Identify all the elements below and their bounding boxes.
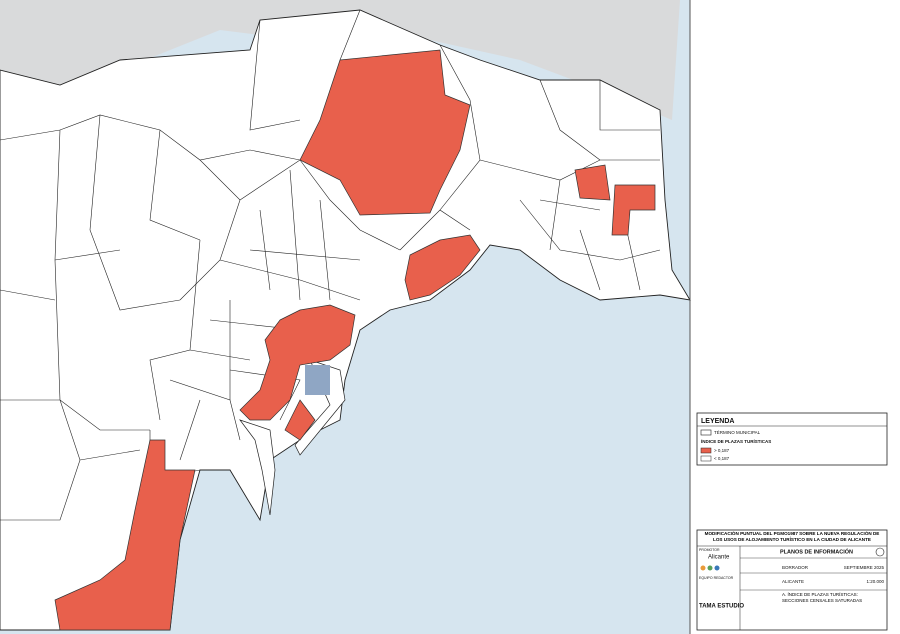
studio-logo: TAMA ESTUDIO bbox=[699, 604, 744, 610]
legend-boundary: TÉRMINO MUNICIPAL bbox=[714, 429, 761, 435]
plan-wrap: A. ÍNDICE DE PLAZAS TURÍSTICAS: SECCIONE… bbox=[782, 592, 863, 603]
north-arrow bbox=[875, 547, 885, 557]
logo-dot bbox=[707, 565, 713, 571]
legend-swatch-low bbox=[700, 455, 712, 462]
team-label: EQUIPO REDACTOR bbox=[699, 576, 734, 580]
logo-dot bbox=[714, 565, 720, 571]
title-text: MODIFICACIÓN PUNTUAL DEL PGMO1987 SOBRE … bbox=[704, 531, 880, 542]
saturated-sections bbox=[54, 49, 656, 631]
plan-name: A. ÍNDICE DE PLAZAS TURÍSTICAS: SECCIONE… bbox=[782, 592, 863, 603]
census-sections bbox=[0, 9, 661, 521]
logo-dot bbox=[700, 565, 706, 571]
legend-high: > 0,187 bbox=[714, 448, 730, 453]
legend-low: < 0,187 bbox=[714, 456, 730, 461]
promotor-label: PROMOTOR bbox=[699, 548, 720, 552]
date: SEPTIEMBRE 2025 bbox=[844, 565, 885, 570]
title-wrap: MODIFICACIÓN PUNTUAL DEL PGMO1987 SOBRE … bbox=[704, 531, 880, 542]
port-pier bbox=[294, 359, 346, 456]
legend-index-title: ÍNDICE DE PLAZAS TURÍSTICAS bbox=[701, 437, 771, 444]
port-marina bbox=[305, 365, 330, 395]
satellite-background bbox=[0, 0, 680, 120]
phase: BORRADOR bbox=[782, 565, 809, 570]
legend-swatch-boundary bbox=[700, 429, 712, 436]
city-logo: Alicante bbox=[708, 555, 730, 561]
location: ALICANTE bbox=[782, 579, 804, 584]
legend-box bbox=[696, 412, 888, 466]
legend: LEYENDA TÉRMINO MUNICIPAL ÍNDICE DE PLAZ… bbox=[696, 412, 888, 466]
sheet-title: PLANOS DE INFORMACIÓN bbox=[780, 547, 853, 555]
title-block-box bbox=[696, 529, 888, 631]
legend-swatch-high bbox=[700, 447, 712, 454]
title-block: MODIFICACIÓN PUNTUAL DEL PGMO1987 SOBRE … bbox=[696, 529, 888, 631]
scale: 1:20.000 bbox=[866, 579, 884, 584]
port-dock bbox=[239, 419, 276, 516]
legend-title: LEYENDA bbox=[701, 418, 734, 425]
